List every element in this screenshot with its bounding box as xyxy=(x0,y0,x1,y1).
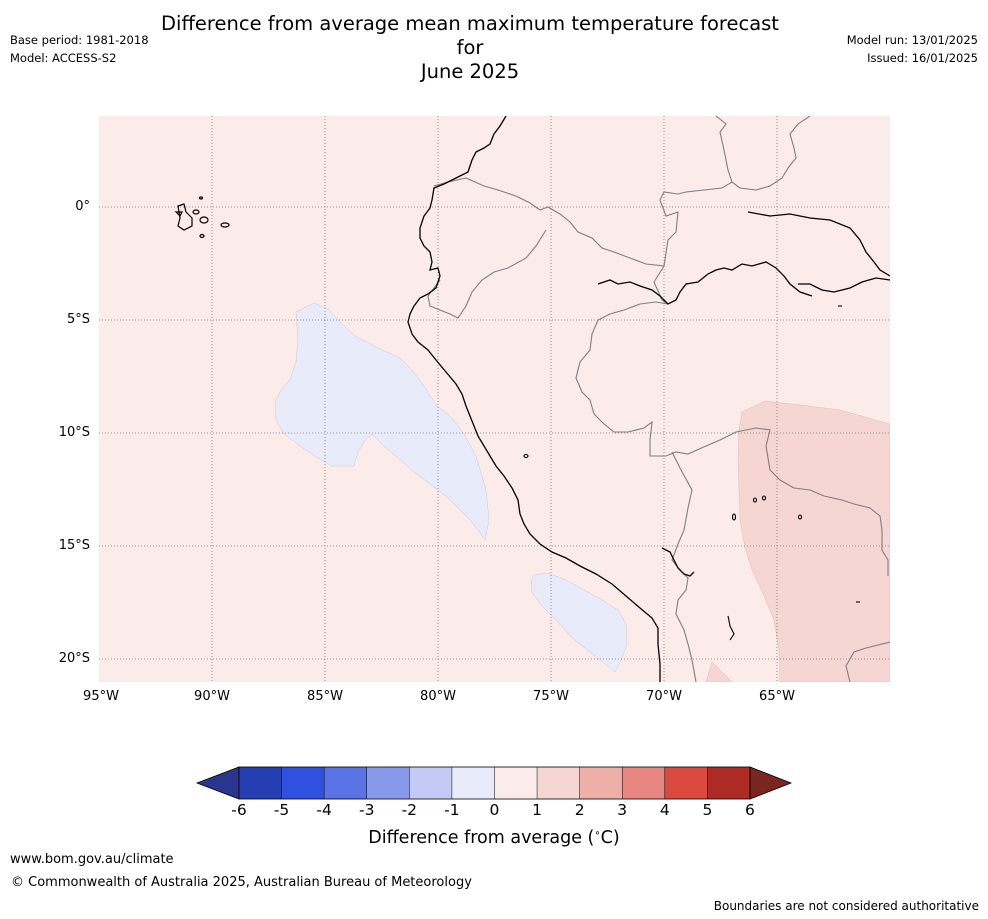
country-borders xyxy=(427,116,890,682)
chart-title: Difference from average mean maximum tem… xyxy=(150,12,790,84)
colorbar xyxy=(195,766,793,800)
offshore-anomaly-region xyxy=(274,302,490,541)
footer-url: www.bom.gov.au/climate xyxy=(10,852,174,867)
colorbar-segment xyxy=(707,767,750,799)
colorbar-title-unit: C) xyxy=(600,828,620,848)
southern-offshore-anomaly xyxy=(530,572,628,673)
model-name: Model: ACCESS-S2 xyxy=(10,51,117,65)
colorbar-segment xyxy=(366,767,410,799)
colorbar-segment xyxy=(494,767,538,799)
title-line-2: June 2025 xyxy=(420,60,520,83)
lat-label-10s: 10°S xyxy=(58,425,90,440)
lat-label-0: 0° xyxy=(75,199,90,214)
footer-disclaimer: Boundaries are not considered authoritat… xyxy=(713,899,979,913)
colorbar-tick-label: -4 xyxy=(316,801,332,819)
colorbar-segment xyxy=(324,767,367,799)
colorbar-tick-label: 5 xyxy=(702,801,713,819)
colorbar-segment xyxy=(281,767,325,799)
colorbar-extend-low xyxy=(195,766,240,800)
colorbar-tick-label: 4 xyxy=(659,801,670,819)
colorbar-segment xyxy=(622,767,665,799)
lon-label-80w: 80°W xyxy=(420,689,456,704)
colorbar-extend-high xyxy=(749,766,793,800)
colorbar-title-text: Difference from average ( xyxy=(368,828,595,848)
colorbar-tick-label: 3 xyxy=(617,801,628,819)
lat-label-15s: 15°S xyxy=(58,538,90,553)
lon-label-75w: 75°W xyxy=(533,689,569,704)
colorbar-tick-label: 2 xyxy=(574,801,585,819)
issued-date: Issued: 16/01/2025 xyxy=(867,51,978,65)
galapagos-islands xyxy=(174,196,230,239)
base-period: Base period: 1981-2018 xyxy=(10,33,149,47)
lakes xyxy=(523,305,860,641)
lon-label-65w: 65°W xyxy=(759,689,795,704)
colorbar-segment xyxy=(451,767,495,799)
model-run: Model run: 13/01/2025 xyxy=(846,33,978,47)
colorbar-tick-label: -5 xyxy=(273,801,290,819)
map-background xyxy=(99,116,890,682)
colorbar-tick-label: 6 xyxy=(745,801,755,819)
colorbar-tick-label: 1 xyxy=(532,801,542,819)
meta-right: Model run: 13/01/2025 Issued: 16/01/2025 xyxy=(847,31,978,67)
lat-label-20s: 20°S xyxy=(58,651,90,666)
colorbar-tick-label: -2 xyxy=(401,801,418,819)
inland-anomaly-region xyxy=(737,400,890,682)
graticule xyxy=(99,116,890,682)
colorbar-tick-label: -3 xyxy=(359,801,375,819)
degree-symbol: ∘ xyxy=(594,828,601,840)
footer-copyright: © Commonwealth of Australia 2025, Austra… xyxy=(11,875,472,890)
colorbar-segment xyxy=(537,767,580,799)
colorbar-segment xyxy=(239,767,282,799)
coastline xyxy=(407,116,890,682)
lon-label-95w: 95°W xyxy=(83,689,119,704)
colorbar-segment xyxy=(579,767,623,799)
lon-label-85w: 85°W xyxy=(307,689,343,704)
meta-left: Base period: 1981-2018 Model: ACCESS-S2 xyxy=(10,31,149,67)
colorbar-segment xyxy=(664,767,708,799)
lon-label-70w: 70°W xyxy=(646,689,682,704)
title-line-1: Difference from average mean maximum tem… xyxy=(161,12,779,59)
colorbar-tick-label: -1 xyxy=(444,801,460,819)
lat-label-5s: 5°S xyxy=(66,312,90,327)
colorbar-segment xyxy=(409,767,452,799)
colorbar-tick-label: 0 xyxy=(489,801,500,819)
lon-label-90w: 90°W xyxy=(194,689,230,704)
colorbar-tick-label: -6 xyxy=(231,801,247,819)
inland-anomaly-small xyxy=(705,661,733,682)
colorbar-title: Difference from average (∘C) xyxy=(368,828,619,848)
